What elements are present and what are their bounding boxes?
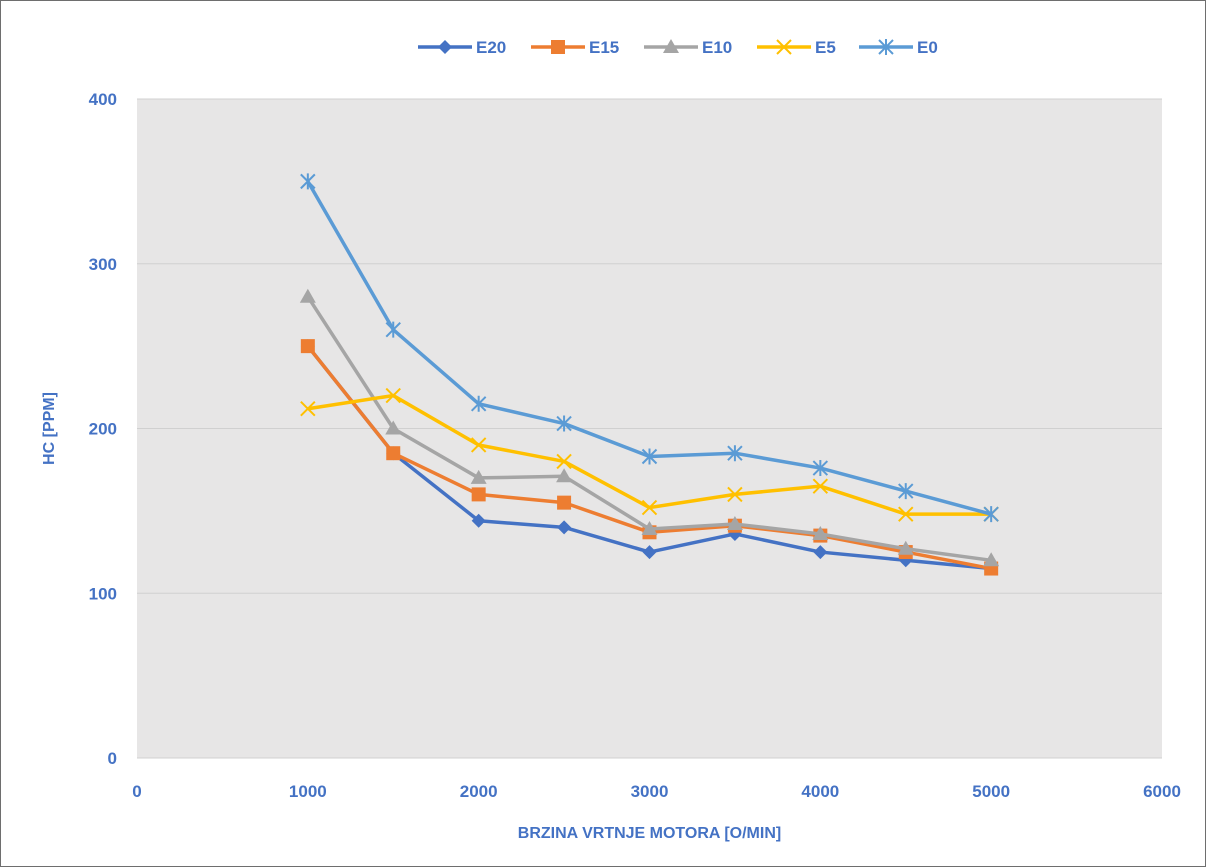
legend-item-e20: E20	[418, 38, 506, 57]
legend-marker-e5	[776, 39, 792, 55]
legend-item-e5: E5	[757, 38, 836, 57]
series-e10	[299, 288, 1000, 567]
series-e0	[300, 173, 999, 523]
data-point-e10	[897, 540, 914, 555]
data-point-e10	[983, 552, 1000, 567]
data-point-e15	[557, 495, 572, 510]
x-tick-label: 4000	[801, 782, 839, 801]
data-point-e5	[727, 486, 743, 503]
data-point-e0	[812, 460, 829, 477]
y-tick-label: 0	[108, 749, 117, 768]
data-point-e5	[812, 478, 829, 494]
data-point-e20	[813, 545, 828, 560]
y-tick-label: 300	[89, 255, 117, 274]
data-point-e10	[470, 469, 487, 484]
y-tick-label: 200	[89, 420, 117, 439]
data-point-e10	[385, 420, 402, 435]
data-point-e10	[812, 525, 829, 540]
data-point-e5	[300, 401, 316, 417]
data-point-e0	[727, 445, 743, 462]
data-point-e5	[556, 453, 572, 470]
data-point-e20	[471, 513, 486, 528]
legend-marker-e10	[663, 39, 679, 53]
x-tick-label: 6000	[1143, 782, 1181, 801]
data-point-e15	[386, 446, 401, 461]
x-tick-label: 3000	[631, 782, 669, 801]
legend-label-e20: E20	[476, 38, 506, 57]
data-point-e10	[726, 516, 743, 531]
y-tick-label: 100	[89, 584, 117, 603]
data-point-e10	[299, 288, 316, 303]
legend: E20 E15 E10 E5 E0	[418, 38, 938, 57]
data-point-e0	[556, 415, 572, 432]
data-point-e15	[471, 487, 486, 502]
data-point-e5	[898, 506, 914, 522]
y-axis-ticks: 0 100 200 300 400	[89, 90, 117, 768]
data-point-e0	[300, 173, 316, 190]
legend-item-e10: E10	[644, 38, 732, 57]
legend-label-e15: E15	[589, 38, 619, 57]
legend-marker-e15	[551, 40, 565, 54]
data-point-e0	[641, 448, 658, 465]
x-axis-title: BRZINA VRTNJE MOTORA [O/MIN]	[518, 825, 781, 842]
data-point-e0	[898, 483, 914, 500]
data-point-e20	[642, 545, 657, 560]
gridlines	[137, 98, 1162, 759]
series-layer	[299, 173, 1000, 576]
legend-item-e15: E15	[531, 38, 619, 57]
data-point-e5	[385, 387, 401, 404]
legend-label-e5: E5	[815, 38, 836, 57]
x-tick-label: 0	[132, 782, 141, 801]
legend-marker-e0	[878, 39, 894, 55]
legend-label-e0: E0	[917, 38, 938, 57]
data-point-e0	[385, 321, 401, 338]
y-tick-label: 400	[89, 90, 117, 109]
data-point-e5	[470, 437, 487, 453]
legend-marker-e20	[438, 40, 452, 54]
data-point-e0	[983, 506, 999, 523]
legend-label-e10: E10	[702, 38, 732, 57]
data-point-e20	[557, 520, 572, 535]
x-axis-ticks: 0 1000 2000 3000 4000 5000 6000	[132, 782, 1181, 801]
legend-item-e0: E0	[859, 38, 938, 57]
data-point-e15	[300, 339, 315, 354]
x-tick-label: 5000	[972, 782, 1010, 801]
x-tick-label: 1000	[289, 782, 327, 801]
data-point-e5	[641, 499, 658, 516]
data-point-e0	[470, 395, 487, 412]
data-point-e10	[556, 468, 573, 483]
x-tick-label: 2000	[460, 782, 498, 801]
y-axis-title: HC [PPM]	[41, 392, 58, 465]
data-point-e10	[641, 520, 658, 535]
